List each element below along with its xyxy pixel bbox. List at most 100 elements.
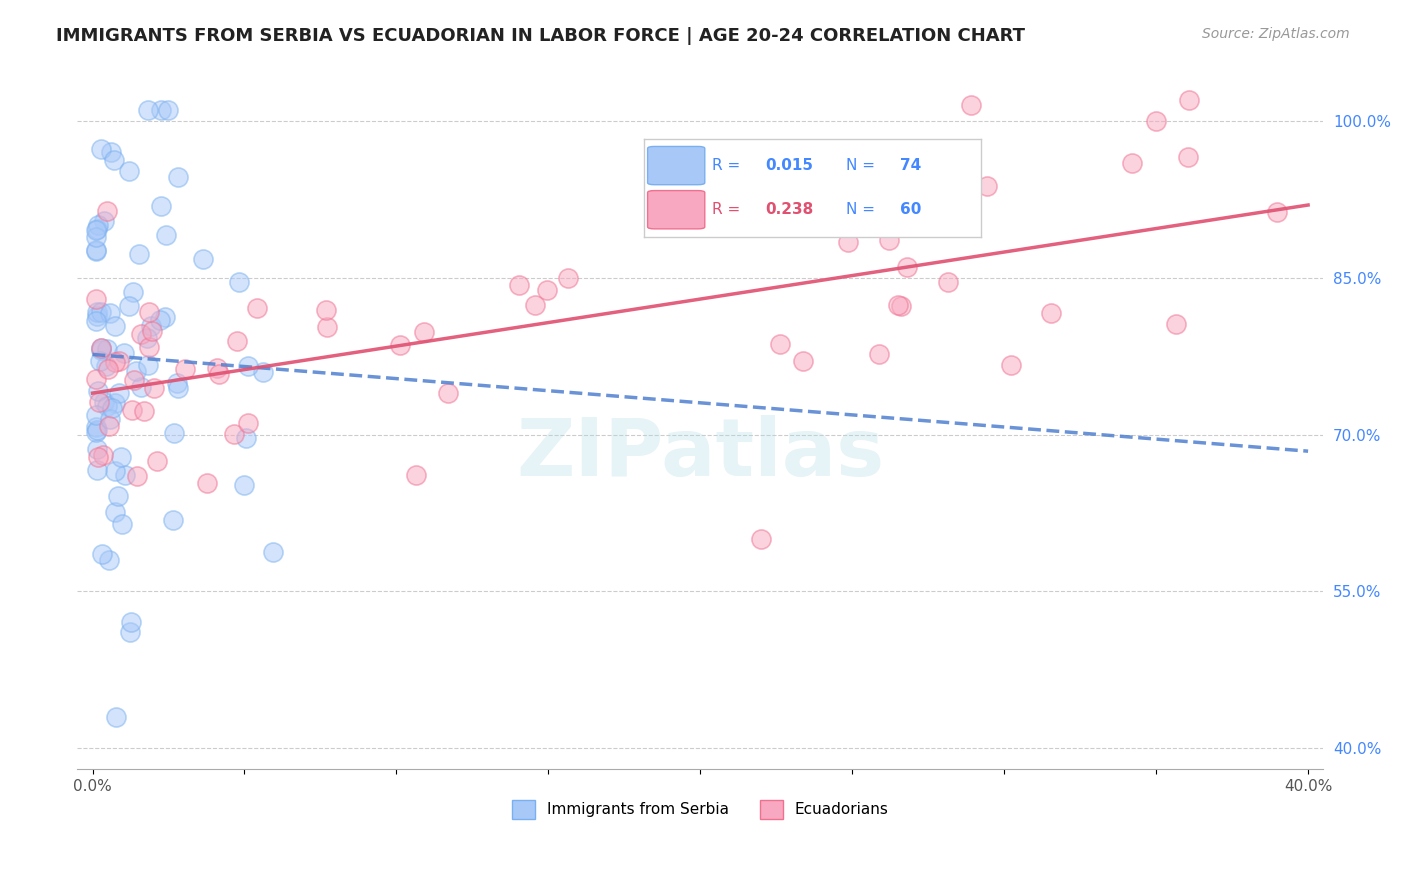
Point [121,403,143,417]
Point [887,298,910,312]
Point [236,359,259,373]
Point [868,347,890,361]
Point [262,545,284,559]
Point [138,305,160,319]
Point [87,395,110,409]
Point [252,364,274,378]
Point [86,310,108,324]
Point [84,243,107,257]
Point [84,244,107,258]
Point [191,252,214,267]
Point [139,318,162,333]
Text: IMMIGRANTS FROM SERBIA VS ECUADORIAN IN LABOR FORCE | AGE 20-24 CORRELATION CHAR: IMMIGRANTS FROM SERBIA VS ECUADORIAN IN … [56,27,1025,45]
Point [235,431,257,445]
Point [125,468,148,483]
Point [903,219,925,234]
Point [98,411,121,425]
Point [96,399,118,413]
Point [1121,156,1143,170]
Point [84,314,107,328]
Point [1177,150,1199,164]
Point [96,203,118,218]
Point [315,303,337,318]
Point [91,448,114,462]
Point [166,376,188,391]
Point [195,476,218,491]
Point [87,450,110,465]
Point [125,364,148,378]
Point [90,142,112,156]
Point [103,153,125,168]
Point [246,301,269,315]
Point [225,334,247,348]
Point [936,275,959,289]
Point [96,359,118,374]
Point [131,327,153,342]
Point [1265,204,1288,219]
Point [104,710,127,724]
Point [100,145,122,160]
Point [97,418,120,433]
Point [84,222,107,236]
Point [222,426,245,441]
Point [122,373,145,387]
Point [128,247,150,261]
Point [236,416,259,430]
Point [877,233,900,247]
Point [86,463,108,477]
Point [104,319,127,334]
Point [143,380,166,394]
Point [96,342,118,356]
Point [138,340,160,354]
Point [141,324,163,338]
Point [174,362,197,376]
Point [131,379,153,393]
Point [93,395,115,409]
Point [86,305,108,319]
Point [114,468,136,483]
Point [84,292,107,306]
Point [890,299,912,313]
Point [111,516,134,531]
Point [1000,359,1022,373]
Point [749,532,772,546]
Point [1164,317,1187,331]
Point [557,271,579,285]
Point [136,358,159,372]
Point [117,163,139,178]
Point [149,313,172,327]
Point [90,547,112,561]
Point [89,353,111,368]
Text: Source: ZipAtlas.com: Source: ZipAtlas.com [1202,27,1350,41]
Point [163,426,186,441]
Point [86,221,108,235]
Point [104,396,127,410]
Point [769,337,792,351]
Point [405,467,427,482]
Point [87,384,110,399]
Point [149,103,172,118]
Point [389,337,412,351]
Point [121,285,143,299]
Point [412,325,434,339]
Point [90,343,112,357]
Point [162,513,184,527]
Point [87,218,110,232]
Point [837,235,859,250]
Point [104,464,127,478]
Point [1039,306,1062,320]
Point [120,615,142,630]
Text: ZIPatlas: ZIPatlas [516,415,884,493]
Point [86,442,108,456]
Point [90,341,112,355]
Point [960,97,983,112]
Point [118,300,141,314]
Point [508,278,530,293]
Point [100,401,122,415]
Point [86,423,108,437]
Point [84,425,107,439]
Point [1178,93,1201,107]
Point [153,310,176,324]
Point [316,319,339,334]
Point [108,386,131,401]
